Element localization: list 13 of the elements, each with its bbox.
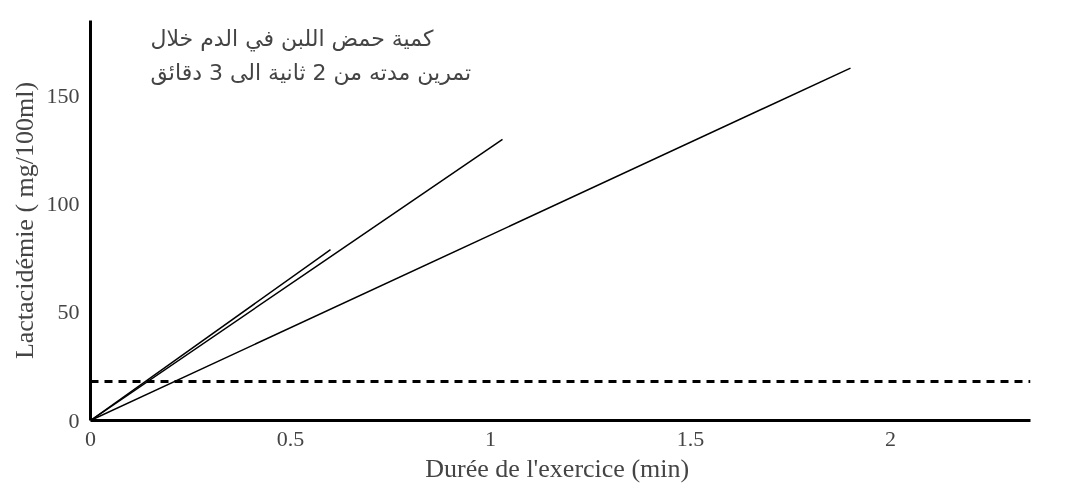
y-axis-title: Lactacidémie ( mg/100ml)	[9, 81, 39, 360]
x-tick-label: 0	[85, 425, 96, 451]
x-tick-label: 0.5	[276, 425, 305, 451]
y-tick-label: 100	[46, 191, 80, 217]
annotation: تمرين مدته من 2 ثانية الى 3 دقائق	[150, 59, 472, 86]
annotation: كمية حمض اللبن في الدم خلال	[150, 25, 434, 52]
x-axis-title: Durée de l'exercice (min)	[425, 453, 690, 483]
y-tick-label: 50	[57, 299, 80, 325]
x-tick-label: 2	[885, 425, 896, 451]
y-tick-label: 0	[68, 407, 80, 433]
x-tick-label: 1.5	[676, 425, 705, 451]
y-tick-label: 150	[46, 83, 80, 109]
x-tick-label: 1	[485, 425, 496, 451]
